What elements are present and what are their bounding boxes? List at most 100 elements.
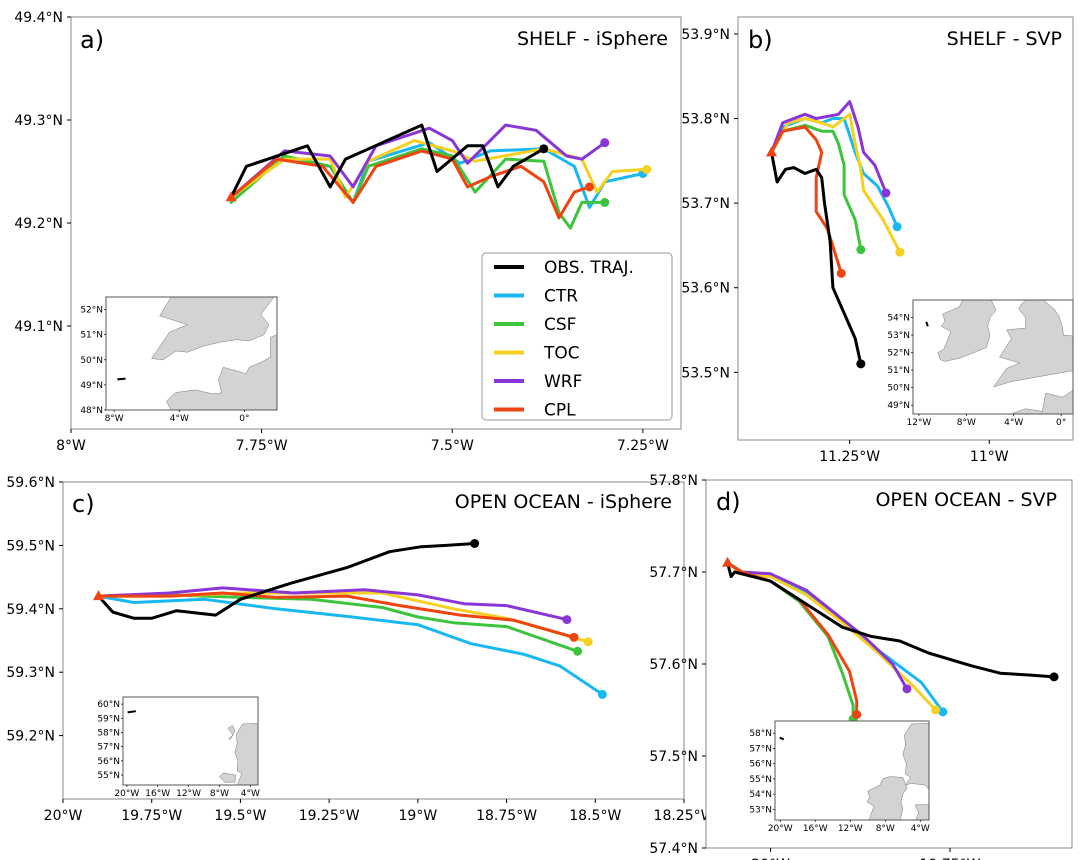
end-point-marker	[902, 684, 912, 694]
x-tick-label: 18.25°W	[654, 808, 715, 824]
inset-land	[151, 297, 277, 410]
inset-x-tick-label: 4°W	[241, 789, 260, 799]
end-point-marker	[836, 268, 846, 278]
inset-y-tick-label: 52°N	[887, 349, 910, 359]
start-point-marker	[225, 191, 237, 202]
inset-frame	[105, 296, 278, 411]
land-shape	[165, 334, 277, 410]
panel-a: 8°W 7.75°W 7.5°W 7.25°W 49.1°N 49.2°N 49.3°N 49…	[14, 10, 682, 454]
series-line-wrf	[229, 123, 607, 199]
inset-y-tick-label: 56°N	[97, 757, 120, 767]
y-tick-label: 59.3°N	[6, 665, 55, 681]
end-point-marker	[856, 359, 866, 369]
land-shape	[1010, 371, 1073, 414]
legend-box	[481, 252, 673, 421]
y-tick-label: 59.4°N	[6, 602, 55, 618]
inset-land	[219, 723, 258, 785]
y-tick-label: 53.8°N	[681, 112, 730, 128]
inset-y-tick-label: 56°N	[749, 760, 772, 770]
series-line-cpl	[229, 149, 591, 220]
end-point-marker	[573, 646, 583, 656]
y-tick-label: 59.6°N	[6, 475, 55, 491]
inset-map-d: 20°W 16°W 12°W 8°W 4°W 53°N 54°N 55°N 56°N 57°N 58…	[749, 720, 930, 834]
end-point-marker	[642, 164, 652, 174]
inset-y-tick-label: 53°N	[749, 805, 772, 815]
inset-y-tick-label: 55°N	[97, 771, 120, 781]
legend: OBS. TRAJ. CTR CSF TOC WRF CPL	[481, 252, 673, 421]
y-tick-label: 57.8°N	[649, 473, 698, 489]
x-tick-label: 18.5°W	[569, 808, 621, 824]
inset-y-tick-label: 52°N	[80, 306, 103, 316]
x-tick-label: 20°W	[751, 857, 790, 860]
end-point-marker	[597, 689, 607, 699]
legend-label: WRF	[544, 372, 582, 392]
inset-frame	[122, 696, 259, 786]
inset-track	[117, 377, 126, 381]
inset-x-tick-label: 0°	[1056, 418, 1066, 428]
end-point-marker	[892, 222, 902, 232]
end-point-marker	[931, 705, 941, 715]
inset-y-tick-label: 60°N	[97, 700, 120, 710]
x-tick-label: 19.75°W	[920, 857, 981, 860]
inset-y-tick-label: 54°N	[887, 314, 910, 324]
series-line-toc	[770, 112, 902, 254]
inset-x-tick-label: 8°W	[957, 418, 976, 428]
land-shape	[219, 772, 236, 783]
legend-label: OBS. TRAJ.	[544, 258, 634, 278]
inset-x-tick-label: 8°W	[210, 789, 229, 799]
panel-title: SHELF - iSphere	[517, 28, 668, 50]
end-point-marker	[938, 707, 948, 717]
inset-y-tick-label: 53°N	[887, 331, 910, 341]
series-line-ctr	[97, 594, 604, 696]
y-tick-label: 57.6°N	[649, 657, 698, 673]
inset-y-tick-label: 51°N	[80, 331, 103, 341]
end-point-marker	[470, 538, 480, 548]
y-tick-label: 57.4°N	[649, 841, 698, 857]
panel-label: a)	[80, 26, 104, 54]
inset-track	[779, 736, 785, 741]
x-tick-label: 20°W	[44, 808, 83, 824]
inset-x-tick-label: 8°W	[876, 824, 895, 834]
inset-x-tick-label: 4°W	[170, 414, 189, 424]
x-tick-label: 19.25°W	[299, 808, 360, 824]
x-tick-label: 7.75°W	[236, 438, 288, 454]
inset-x-tick-label: 12°W	[176, 789, 201, 799]
series-line-obs-traj	[97, 542, 477, 620]
inset-y-tick-label: 55°N	[749, 775, 772, 785]
end-point-marker	[539, 144, 549, 154]
inset-x-tick-label: 16°W	[803, 824, 828, 834]
end-point-marker	[856, 245, 866, 255]
inset-land	[937, 300, 1073, 414]
land-shape	[914, 804, 929, 820]
inset-x-tick-label: 12°W	[838, 824, 863, 834]
inset-track	[127, 710, 136, 714]
y-tick-label: 49.1°N	[14, 319, 63, 335]
inset-x-tick-label: 4°W	[911, 824, 930, 834]
panel-label: d)	[716, 488, 741, 516]
series-line-obs-traj	[229, 123, 546, 199]
y-tick-label: 49.2°N	[14, 216, 63, 232]
x-tick-label: 7.5°W	[431, 438, 474, 454]
end-point-marker	[881, 188, 891, 198]
inset-background	[123, 697, 258, 785]
end-point-marker	[562, 615, 572, 625]
panel-c: 20°W 19.75°W 19.5°W 19.25°W 19°W 18.75°W 18.5°…	[6, 475, 714, 824]
inset-frame	[774, 720, 930, 821]
y-tick-label: 49.4°N	[14, 10, 63, 26]
inset-y-tick-label: 54°N	[749, 790, 772, 800]
inset-x-tick-label: 20°W	[114, 789, 139, 799]
panel-label: c)	[72, 490, 95, 518]
end-point-marker	[1049, 672, 1059, 682]
inset-y-tick-label: 51°N	[887, 366, 910, 376]
y-tick-label: 57.5°N	[649, 749, 698, 765]
inset-frame	[912, 299, 1074, 415]
y-tick-label: 49.3°N	[14, 113, 63, 129]
end-point-marker	[569, 632, 579, 642]
legend-label: CPL	[544, 401, 576, 421]
x-tick-label: 19.5°W	[214, 808, 266, 824]
land-shape	[234, 723, 258, 785]
x-tick-label: 7.25°W	[617, 438, 669, 454]
inset-x-tick-label: 4°W	[1004, 418, 1023, 428]
series-line-cpl	[97, 591, 576, 639]
inset-x-tick-label: 8°W	[105, 414, 124, 424]
